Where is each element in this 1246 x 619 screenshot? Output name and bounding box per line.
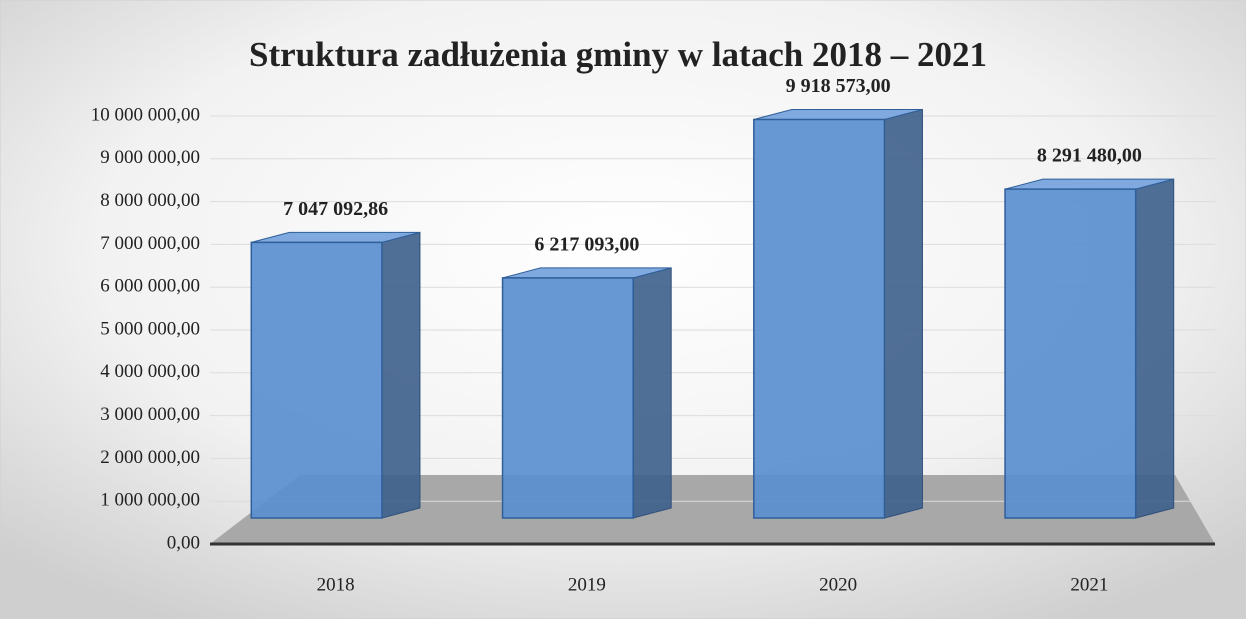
x-tick-label: 2020 (819, 574, 857, 595)
y-tick-label: 1 000 000,00 (100, 490, 200, 511)
y-tick-label: 4 000 000,00 (100, 361, 200, 382)
x-tick-label: 2021 (1070, 574, 1108, 595)
bar-side (883, 108, 923, 519)
y-tick-label: 2 000 000,00 (100, 447, 200, 468)
y-tick-label: 8 000 000,00 (100, 190, 200, 211)
data-label: 8 291 480,00 (1037, 145, 1142, 167)
y-tick-label: 9 000 000,00 (100, 147, 200, 168)
bar (753, 118, 886, 519)
y-tick-label: 3 000 000,00 (100, 404, 200, 425)
x-tick-label: 2019 (568, 574, 606, 595)
data-label: 9 918 573,00 (786, 75, 891, 97)
chart-title: Struktura zadłużenia gminy w latach 2018… (249, 35, 987, 74)
data-label: 7 047 092,86 (283, 198, 388, 220)
bar (250, 241, 383, 519)
floor (210, 475, 1215, 544)
bar (1004, 188, 1137, 519)
bar (501, 277, 634, 519)
y-tick-label: 10 000 000,00 (91, 104, 200, 125)
y-tick-label: 0,00 (167, 532, 200, 553)
y-tick-label: 6 000 000,00 (100, 276, 200, 297)
bar-side (1135, 178, 1175, 519)
data-label: 6 217 093,00 (534, 234, 639, 256)
x-tick-label: 2018 (317, 574, 355, 595)
bar-side (632, 267, 672, 519)
y-tick-label: 7 000 000,00 (100, 233, 200, 254)
bar-side (381, 231, 421, 519)
y-tick-label: 5 000 000,00 (100, 318, 200, 339)
